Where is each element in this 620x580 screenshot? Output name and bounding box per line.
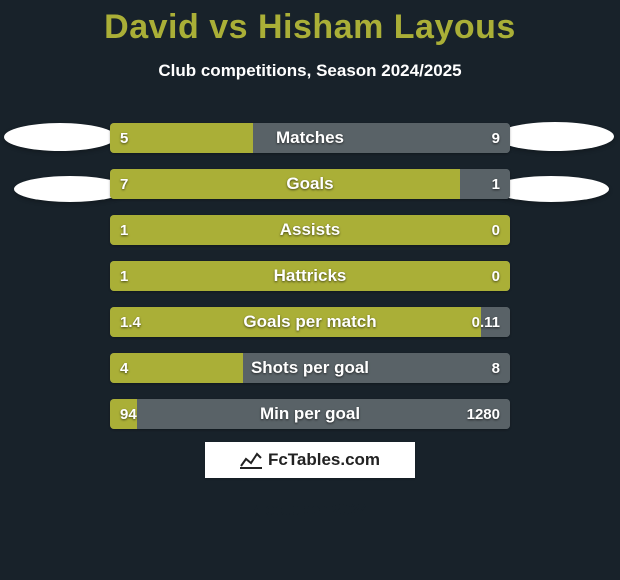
- stat-row: 48Shots per goal: [110, 353, 510, 383]
- watermark-text: FcTables.com: [268, 450, 380, 470]
- stat-row: 71Goals: [110, 169, 510, 199]
- date-text: 7 october 2024: [0, 500, 620, 520]
- stat-label: Goals: [110, 169, 510, 199]
- stat-row: 59Matches: [110, 123, 510, 153]
- team-badge-placeholder: [496, 122, 614, 151]
- player1-name: David: [104, 8, 199, 46]
- comparison-infographic: David vs Hisham Layous Club competitions…: [0, 0, 620, 580]
- stat-label: Goals per match: [110, 307, 510, 337]
- stat-label: Hattricks: [110, 261, 510, 291]
- stat-label: Matches: [110, 123, 510, 153]
- stat-label: Shots per goal: [110, 353, 510, 383]
- subtitle: Club competitions, Season 2024/2025: [0, 61, 620, 81]
- stat-row: 1.40.11Goals per match: [110, 307, 510, 337]
- stat-row: 10Assists: [110, 215, 510, 245]
- stat-row: 10Hattricks: [110, 261, 510, 291]
- player2-name: Hisham Layous: [258, 8, 516, 46]
- watermark[interactable]: FcTables.com: [205, 442, 415, 478]
- chart-icon: [240, 451, 262, 469]
- page-title: David vs Hisham Layous: [0, 0, 620, 47]
- stat-label: Assists: [110, 215, 510, 245]
- vs-separator: vs: [209, 8, 248, 46]
- stat-row: 941280Min per goal: [110, 399, 510, 429]
- stats-bars: 59Matches 71Goals 10Assists 10Hattricks 1.40…: [110, 123, 510, 445]
- team-badge-placeholder: [493, 176, 609, 202]
- team-badge-placeholder: [4, 123, 116, 151]
- stat-label: Min per goal: [110, 399, 510, 429]
